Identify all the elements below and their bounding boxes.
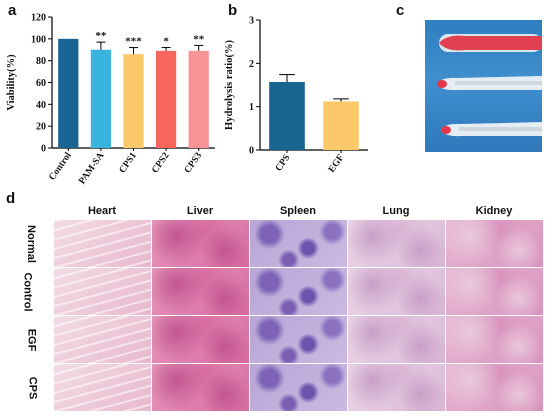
bar: [90, 49, 112, 148]
histology-tile-kidney-control: [446, 268, 543, 315]
y-tick-label: 0: [249, 146, 254, 157]
histology-tile-liver-control: [152, 268, 249, 315]
y-tick-label: 120: [31, 13, 46, 24]
col-head-liver: Liver: [186, 205, 214, 217]
x-tick-label: CPS3: [183, 151, 204, 176]
bar: [323, 101, 359, 150]
histology-tile-heart-normal: [54, 220, 151, 267]
histology-tile-liver-normal: [152, 220, 249, 267]
x-tick-label: CPS1: [118, 151, 139, 176]
row-head-normal: Normal: [24, 225, 37, 263]
bar: [155, 50, 177, 148]
bar: [269, 81, 305, 150]
y-tick-label: 2: [249, 59, 254, 70]
y-tick-label: 60: [36, 78, 46, 89]
histology-tile-kidney-cps: [446, 364, 543, 411]
histology-tile-liver-egf: [152, 316, 249, 363]
x-tick-label: EGF: [327, 153, 347, 175]
tube-illustration: [437, 34, 542, 137]
y-tick-label: 80: [36, 56, 46, 67]
panel-label-d: d: [6, 190, 16, 207]
row-head-cps: CPS: [26, 376, 39, 400]
histology-tile-spleen-egf: [250, 316, 347, 363]
histology-tile-lung-egf: [348, 316, 445, 363]
histology-tile-heart-cps: [54, 364, 151, 411]
significance-label: **: [193, 33, 205, 45]
y-axis-label: Viability(%): [6, 54, 17, 111]
tube-photo: [425, 20, 542, 152]
x-tick-label: PAM-SA: [77, 151, 106, 187]
col-head-lung: Lung: [382, 205, 410, 217]
y-tick-label: 1: [249, 102, 254, 113]
tube-1: [439, 34, 542, 52]
y-tick-label: 100: [31, 34, 46, 45]
tube-3: [441, 122, 542, 137]
x-tick-label: CPS2: [150, 151, 171, 176]
y-axis-label: Hydrolysis ratio(%): [224, 40, 235, 130]
histology-tile-lung-cps: [348, 364, 445, 411]
panel-label-a: a: [8, 2, 17, 19]
significance-label: **: [95, 30, 107, 42]
histology-tile-spleen-control: [250, 268, 347, 315]
col-head-spleen: Spleen: [279, 205, 317, 217]
panel-label-b: b: [228, 2, 238, 19]
panel-label-c: c: [396, 2, 405, 19]
histology-tile-lung-normal: [348, 220, 445, 267]
bar: [123, 54, 144, 148]
row-head-control: Control: [21, 272, 34, 312]
histology-tile-kidney-normal: [446, 220, 543, 267]
y-tick-label: 20: [36, 122, 46, 133]
col-head-kidney: Kidney: [475, 205, 513, 217]
histology-tile-heart-control: [54, 268, 151, 315]
histology-tile-heart-egf: [54, 316, 151, 363]
chart-a-viability: 0 20 40 60 80 100 120 Viability(%) Control ** PAM-…: [6, 13, 215, 187]
bar: [58, 38, 79, 149]
col-head-heart: Heart: [87, 205, 117, 217]
y-tick-label: 3: [249, 16, 254, 27]
histology-tile-liver-cps: [152, 364, 249, 411]
tube-2: [437, 76, 542, 91]
significance-label: ***: [125, 36, 142, 48]
x-tick-label: CPS: [274, 153, 292, 173]
x-tick-label: Control: [47, 151, 73, 183]
chart-b-hydrolysis: 0 1 2 3 Hydrolysis ratio(%) CPS EGF: [224, 16, 368, 175]
histology-tile-spleen-cps: [250, 364, 347, 411]
y-tick-label: 40: [36, 100, 46, 111]
y-tick-label: 0: [41, 144, 46, 155]
histology-tile-kidney-egf: [446, 316, 543, 363]
row-head-egf: EGF: [25, 328, 38, 352]
histology-tile-lung-control: [348, 268, 445, 315]
bar: [188, 50, 209, 148]
significance-label: *: [163, 36, 169, 48]
histology-tile-spleen-normal: [250, 220, 347, 267]
